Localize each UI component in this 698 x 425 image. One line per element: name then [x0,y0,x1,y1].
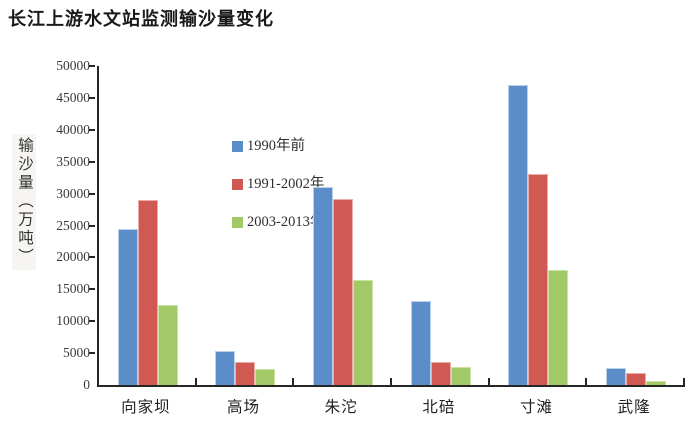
bar-2003-2013年-寸滩 [548,270,569,385]
x-tick-mark [194,378,197,385]
x-tick-mark [585,378,588,385]
bar-2003-2013年-武隆 [646,381,667,385]
x-tick-mark [683,378,685,385]
y-tick-label: 45000 [56,89,90,105]
y-tick-label: 50000 [56,58,90,73]
y-tick-label: 40000 [56,121,90,137]
y-axis-title: 输沙量（万吨） [12,134,36,270]
bar-1990年前-北碚 [410,301,431,385]
y-tick-label: 5000 [63,345,90,361]
x-axis-label-武隆: 武隆 [617,399,651,416]
bar-group-1 [99,66,197,385]
bar-2003-2013年-北碚 [450,367,471,385]
bar-1991-2002年-寸滩 [528,174,549,385]
x-axis-label-朱沱: 朱沱 [324,399,358,416]
y-tick-label: 25000 [56,217,90,233]
y-tick-mark [89,96,95,99]
chart-title: 长江上游水文站监测输沙量变化 [8,9,274,29]
bar-1990年前-向家坝 [117,229,138,385]
x-tick-mark [487,378,490,385]
y-tick-mark [89,224,95,227]
y-tick-mark [89,352,95,355]
bar-2003-2013年-向家坝 [157,305,178,385]
bar-1990年前-高场 [215,351,236,385]
y-tick-mark [89,288,95,291]
y-tick-label: 20000 [56,249,90,265]
legend-swatch-icon [232,141,243,152]
x-tick-mark [390,378,392,385]
x-axis-label-高场: 高场 [226,399,260,416]
legend-item: 1990年前 [232,138,324,155]
x-axis-label-北碚: 北碚 [422,399,456,416]
y-tick-mark [89,65,95,67]
bar-2003-2013年-朱沱 [353,280,374,385]
bar-1991-2002年-朱沱 [333,199,354,385]
y-tick-mark [89,192,95,195]
legend: 1990年前 1991-2002年 2003-2013年 [232,138,324,252]
bar-1990年前-武隆 [606,368,627,385]
y-tick-mark [89,256,95,259]
bar-1991-2002年-武隆 [626,373,647,385]
bar-group-3 [294,66,392,385]
legend-swatch-icon [232,179,243,190]
bar-group-2 [197,66,295,385]
legend-label: 1991-2002年 [247,176,325,192]
legend-item: 1991-2002年 [232,176,324,193]
legend-item: 2003-2013年 [232,214,324,231]
y-tick-label: 30000 [56,185,90,201]
bar-group-6 [587,66,685,385]
bar-1991-2002年-高场 [235,362,256,385]
bar-1991-2002年-北碚 [430,362,451,385]
bar-2003-2013年-高场 [255,369,276,385]
legend-swatch-icon [232,217,243,228]
bar-1990年前-寸滩 [508,85,529,385]
y-tick-label: 35000 [56,153,90,169]
legend-label: 1990年前 [247,138,305,154]
bar-group-5 [490,66,588,385]
y-tick-label: 10000 [56,313,90,329]
x-axis-label-寸滩: 寸滩 [519,399,553,416]
legend-label: 2003-2013年 [247,214,325,230]
y-tick-mark [89,128,95,131]
y-tick-label: 15000 [56,281,90,297]
y-tick-mark [89,320,95,323]
x-axis-label-向家坝: 向家坝 [121,399,171,416]
y-tick-mark [89,160,95,163]
y-tick-label: 0 [83,377,90,392]
x-tick-mark [292,378,295,385]
bar-1990年前-朱沱 [313,187,334,385]
bar-group-4 [392,66,490,385]
plot-area: 1990年前 1991-2002年 2003-2013年 [97,66,685,387]
bar-1991-2002年-向家坝 [137,200,158,385]
